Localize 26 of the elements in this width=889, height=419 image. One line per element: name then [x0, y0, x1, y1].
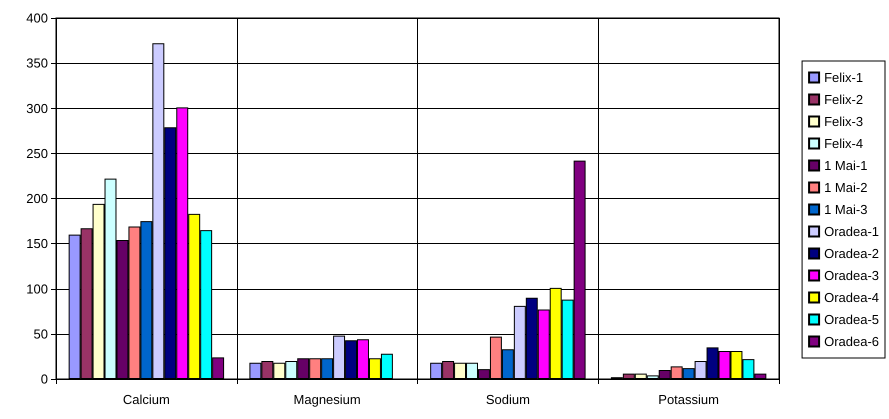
y-tick-label: 300: [26, 100, 48, 116]
y-tick-label: 100: [26, 281, 48, 296]
legend-label: Oradea-3: [824, 268, 879, 283]
legend-label: Felix-3: [824, 114, 864, 129]
legend-label: 1 Mai-2: [824, 180, 868, 195]
y-tick-label: 0: [40, 372, 48, 386]
legend-label: Oradea-2: [824, 246, 879, 261]
x-tick-label: Calcium: [122, 392, 170, 407]
legend-label: 1 Mai-1: [824, 158, 868, 173]
y-tick-label: 150: [26, 236, 48, 252]
legend-label: 1 Mai-3: [824, 202, 868, 217]
x-tick-label: Magnesium: [294, 392, 361, 407]
legend-label: Oradea-1: [824, 224, 879, 239]
y-tick-label: 400: [26, 10, 48, 26]
legend-label: Felix-1: [824, 70, 864, 85]
legend-label: Oradea-5: [824, 312, 879, 327]
y-tick-label: 350: [26, 56, 48, 71]
legend-label: Oradea-6: [824, 334, 879, 349]
x-tick-label: Sodium: [486, 392, 530, 407]
y-tick-label: 250: [26, 146, 48, 161]
y-tick-label: 50: [34, 326, 48, 342]
legend-label: Oradea-4: [824, 290, 879, 305]
legend-label: Felix-4: [824, 136, 864, 151]
y-tick-label: 200: [26, 191, 48, 206]
x-tick-label: Potassium: [658, 392, 719, 407]
legend-label: Felix-2: [824, 92, 864, 107]
